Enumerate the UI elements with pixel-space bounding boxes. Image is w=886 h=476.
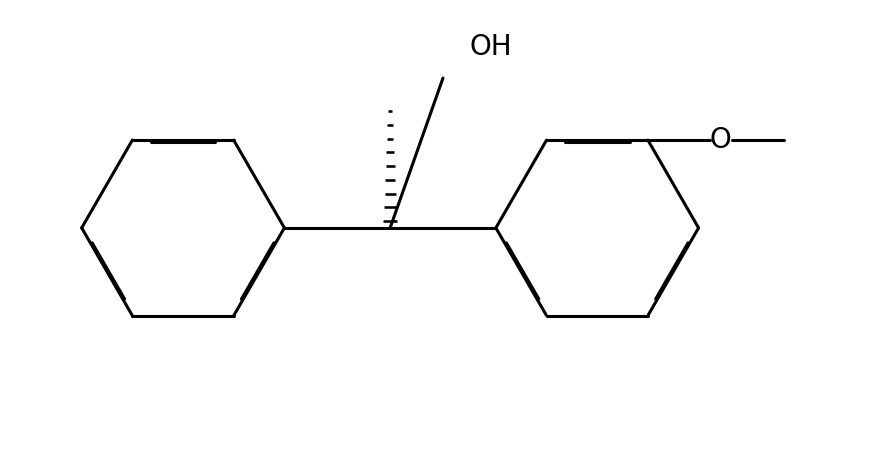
Text: OH: OH [470, 33, 512, 61]
Text: O: O [710, 126, 731, 154]
